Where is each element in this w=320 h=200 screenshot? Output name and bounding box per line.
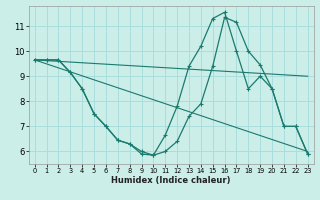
X-axis label: Humidex (Indice chaleur): Humidex (Indice chaleur) [111, 176, 231, 185]
